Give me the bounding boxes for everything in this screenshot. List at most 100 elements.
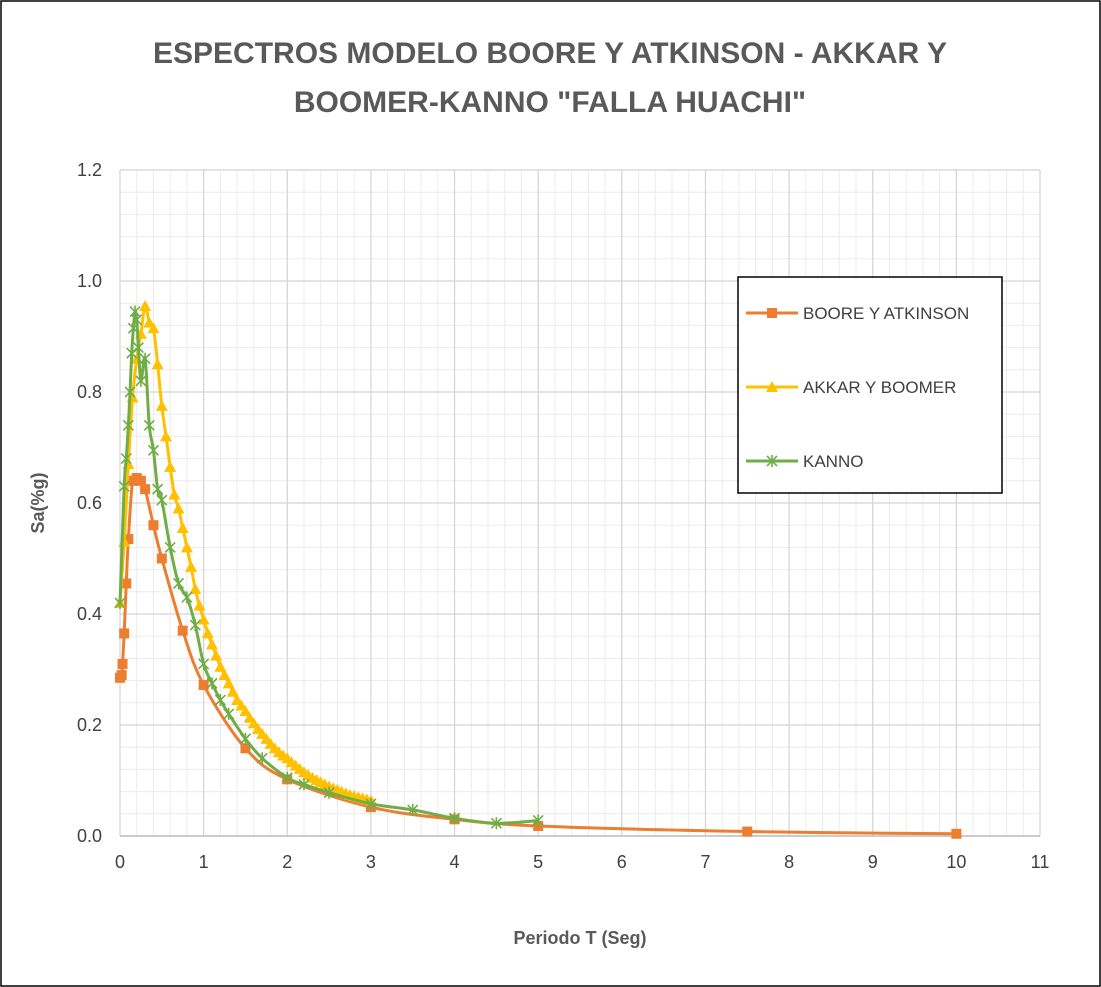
data-point-kanno xyxy=(181,591,193,604)
data-point-kanno xyxy=(172,577,185,590)
chart-title-line-2: BOOMER-KANNO "FALLA HUACHI" xyxy=(294,86,806,119)
legend-marker xyxy=(767,308,777,318)
data-point-akkar-y-boomer xyxy=(239,705,252,717)
x-tick-label: 9 xyxy=(868,852,878,872)
data-point-boore-y-atkinson xyxy=(177,625,188,636)
data-point-boore-y-atkinson xyxy=(240,743,251,754)
data-point-akkar-y-boomer xyxy=(218,669,231,681)
data-point-akkar-y-boomer xyxy=(226,685,239,697)
data-point-kanno xyxy=(223,707,235,720)
data-point-kanno xyxy=(118,480,130,493)
data-point-boore-y-atkinson xyxy=(156,553,167,564)
x-tick-label: 7 xyxy=(700,852,710,872)
legend-marker xyxy=(766,381,778,392)
data-point-akkar-y-boomer xyxy=(206,638,218,650)
data-point-boore-y-atkinson xyxy=(119,628,130,639)
data-series xyxy=(114,299,962,839)
data-point-akkar-y-boomer xyxy=(189,583,202,595)
data-point-kanno xyxy=(132,341,144,354)
data-point-kanno xyxy=(407,803,419,816)
data-point-kanno xyxy=(135,374,147,387)
data-point-akkar-y-boomer xyxy=(180,541,193,553)
data-point-boore-y-atkinson xyxy=(951,828,962,839)
x-tick-label: 4 xyxy=(450,852,460,872)
y-tick-label: 0.0 xyxy=(77,826,102,846)
data-point-kanno xyxy=(214,694,226,707)
legend-label: KANNO xyxy=(803,452,863,471)
data-point-akkar-y-boomer xyxy=(147,322,160,334)
data-point-akkar-y-boomer xyxy=(222,677,235,689)
legend-entry-akkar-y-boomer: AKKAR Y BOOMER xyxy=(746,378,956,397)
data-point-kanno xyxy=(120,452,132,465)
data-point-kanno xyxy=(143,419,155,432)
x-tick-label: 0 xyxy=(115,852,125,872)
legend-marker xyxy=(766,455,778,467)
chart-title-line-1: ESPECTROS MODELO BOORE Y ATKINSON - AKKA… xyxy=(153,37,947,70)
gridlines xyxy=(119,169,1041,837)
data-point-kanno xyxy=(448,812,461,825)
series-boore-y-atkinson xyxy=(115,473,962,839)
data-point-akkar-y-boomer xyxy=(155,399,168,411)
data-point-kanno xyxy=(189,619,201,632)
data-point-boore-y-atkinson xyxy=(123,534,134,545)
x-tick-label: 6 xyxy=(617,852,627,872)
x-tick-label: 2 xyxy=(282,852,292,872)
data-point-kanno xyxy=(298,778,310,791)
data-point-kanno xyxy=(147,444,160,457)
data-point-akkar-y-boomer xyxy=(201,627,214,639)
data-point-akkar-y-boomer xyxy=(168,488,181,500)
data-point-akkar-y-boomer xyxy=(210,649,223,661)
data-point-kanno xyxy=(198,657,210,670)
axes: 0 1 2 3 4 5 6 7 8 9 10 11 0.0 0.2 0.4 0.6 0.8 1.0 1.2 xyxy=(77,160,1049,872)
data-point-kanno xyxy=(323,786,335,799)
data-point-boore-y-atkinson xyxy=(148,520,159,531)
y-tick-label: 1.0 xyxy=(77,271,102,291)
series-kanno xyxy=(114,305,544,830)
data-point-kanno xyxy=(131,313,143,326)
data-point-kanno xyxy=(139,352,151,365)
data-point-akkar-y-boomer xyxy=(185,560,198,572)
data-point-kanno xyxy=(124,386,136,398)
x-tick-label: 1 xyxy=(199,852,209,872)
x-tick-label: 3 xyxy=(366,852,376,872)
data-point-akkar-y-boomer xyxy=(164,460,177,472)
data-point-kanno xyxy=(490,817,502,830)
legend: BOORE Y ATKINSON AKKAR Y BOOMER KANNO xyxy=(737,276,1003,494)
x-tick-label: 11 xyxy=(1031,852,1050,872)
x-axis-title: Periodo T (Seg) xyxy=(513,928,646,948)
data-point-boore-y-atkinson xyxy=(117,658,128,669)
data-point-kanno xyxy=(126,347,138,360)
data-point-kanno xyxy=(239,732,252,745)
y-tick-label: 0.6 xyxy=(77,493,102,513)
y-tick-label: 0.8 xyxy=(77,382,102,402)
x-tick-label: 8 xyxy=(784,852,794,872)
legend-label: BOORE Y ATKINSON xyxy=(803,304,969,323)
data-point-kanno xyxy=(122,419,134,432)
legend-entry-kanno: KANNO xyxy=(746,452,863,471)
data-point-akkar-y-boomer xyxy=(160,430,172,442)
data-point-boore-y-atkinson xyxy=(742,826,753,837)
data-point-kanno xyxy=(532,814,544,827)
legend-label: AKKAR Y BOOMER xyxy=(803,378,956,397)
data-point-akkar-y-boomer xyxy=(139,299,152,311)
x-tick-label: 5 xyxy=(533,852,543,872)
data-point-akkar-y-boomer xyxy=(151,358,164,370)
y-tick-label: 0.2 xyxy=(77,715,102,735)
legend-entry-boore-y-atkinson: BOORE Y ATKINSON xyxy=(746,304,969,323)
data-point-kanno xyxy=(152,483,164,496)
data-point-boore-y-atkinson xyxy=(198,680,209,691)
data-point-akkar-y-boomer xyxy=(214,660,227,672)
data-point-akkar-y-boomer xyxy=(172,502,185,514)
data-point-kanno xyxy=(156,494,168,507)
data-point-boore-y-atkinson xyxy=(121,578,132,589)
data-point-kanno xyxy=(281,771,293,784)
data-point-boore-y-atkinson xyxy=(140,484,151,495)
data-point-akkar-y-boomer xyxy=(176,521,189,533)
y-tick-label: 0.4 xyxy=(77,604,102,624)
data-point-boore-y-atkinson xyxy=(116,670,127,681)
x-tick-label: 10 xyxy=(946,852,966,872)
data-point-kanno xyxy=(114,596,126,609)
data-point-akkar-y-boomer xyxy=(193,599,206,611)
